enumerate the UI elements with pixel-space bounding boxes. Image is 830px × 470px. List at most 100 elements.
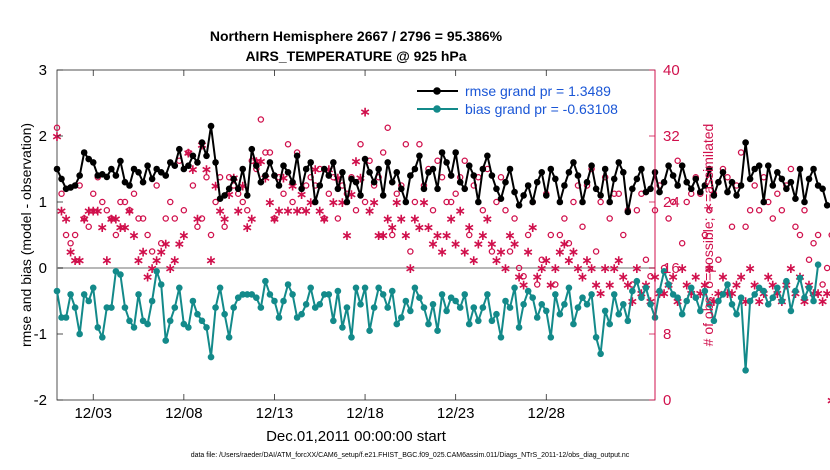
obs-assimilated-marker: ∗ [214,203,226,219]
rmse-point [778,175,786,183]
obs-assimilated-marker: ∗ [250,154,262,170]
chart-title-line2: AIRS_TEMPERATURE @ 925 hPa [245,48,466,64]
bias-point [660,268,668,275]
bias-point [379,291,387,298]
obs-possible-marker [244,206,251,214]
obs-possible-marker [162,215,169,222]
obs-assimilated-marker: ∗ [241,220,253,236]
obs-possible-marker [642,256,650,263]
obs-assimilated-marker: ∗ [595,286,607,302]
obs-assimilated-marker: ∗ [337,195,349,211]
rmse-point [379,192,387,199]
obs-possible-marker [647,272,654,280]
rmse-point [633,175,641,183]
obs-assimilated-marker: ∗ [540,253,552,269]
bias-point [243,291,251,298]
rmse-point [764,162,772,169]
obs-assimilated-marker: ∗ [699,278,711,294]
y-tick-label-left: 1 [39,194,47,211]
obs-assimilated-marker: ∗ [735,269,747,285]
rmse-point [678,162,686,169]
bias-point [484,291,491,298]
bias-point [774,284,781,292]
obs-assimilated-marker: ∗ [309,162,321,178]
obs-assimilated-marker: ∗ [364,203,376,219]
bias-point [203,324,210,331]
bias-point [352,284,360,292]
obs-possible-marker [810,239,817,247]
rmse-point [157,169,165,176]
bias-point [656,287,663,295]
rmse-point [76,172,83,179]
obs-assimilated-marker: ∗ [495,245,507,261]
obs-possible-marker [620,231,627,239]
bias-point [280,297,287,305]
rmse-point [343,198,351,206]
bias-point [787,307,795,315]
obs-assimilated-marker: ∗ [482,212,494,228]
rmse-point [502,178,509,186]
obs-assimilated-marker: ∗ [101,253,113,269]
rmse-point [479,165,487,173]
bias-point [697,307,704,315]
bias-point [579,294,586,302]
obs-possible-marker [257,116,265,123]
obs-assimilated-marker: ∗ [767,278,779,294]
obs-assimilated-marker: ∗ [210,179,222,195]
rmse-point [588,162,595,169]
bias-point [624,317,632,325]
bias-point [239,291,247,298]
obs-assimilated-marker: ∗ [613,253,625,269]
bias-point [334,287,342,295]
y-tick-label-left: 2 [39,128,47,145]
obs-assimilated-marker: ∗ [826,393,830,409]
rmse-point [484,152,491,160]
bias-point [207,353,215,361]
rmse-point [71,182,79,189]
rmse-point [751,165,758,173]
rmse-point [284,169,292,176]
obs-possible-marker [552,281,559,288]
obs-possible-marker [511,215,518,222]
obs-possible-marker [167,198,174,206]
rmse-point [248,145,256,153]
obs-assimilated-marker: ∗ [450,236,462,252]
bias-point [307,284,314,292]
bias-point [810,297,817,305]
obs-assimilated-marker: ∗ [359,104,371,120]
obs-possible-marker [325,190,333,197]
rmse-point [574,172,582,179]
obs-assimilated-marker: ∗ [119,220,131,236]
bias-point [615,310,623,318]
obs-possible-marker [606,215,613,222]
bias-point [216,284,224,292]
obs-assimilated-marker: ∗ [545,278,557,294]
obs-assimilated-marker: ∗ [60,212,72,228]
rmse-point [112,172,120,179]
obs-assimilated-marker: ∗ [617,269,629,285]
bias-point [529,294,536,302]
obs-possible-marker [379,149,387,156]
obs-assimilated-marker: ∗ [305,195,317,211]
bias-point [212,304,219,311]
obs-possible-marker [53,124,61,132]
bias-point [94,324,102,331]
obs-possible-marker [778,206,786,214]
bias-point [80,291,88,298]
rmse-point [130,165,138,173]
rmse-point [787,178,795,186]
x-tick-label: 12/03 [74,405,112,422]
bias-point [683,297,691,305]
obs-assimilated-marker: ∗ [731,278,743,294]
obs-possible-marker [189,182,197,189]
bias-point [533,314,541,321]
obs-possible-marker [447,198,455,206]
obs-assimilated-marker: ∗ [350,154,362,170]
bias-point [67,291,74,298]
obs-assimilated-marker: ∗ [219,212,231,228]
rmse-point [166,159,174,166]
obs-assimilated-marker: ∗ [631,261,643,277]
rmse-point [710,192,718,199]
obs-possible-marker [597,198,604,206]
data-file-footnote: data file: /Users/raeder/DAI/ATM_forcXX/… [191,452,630,459]
